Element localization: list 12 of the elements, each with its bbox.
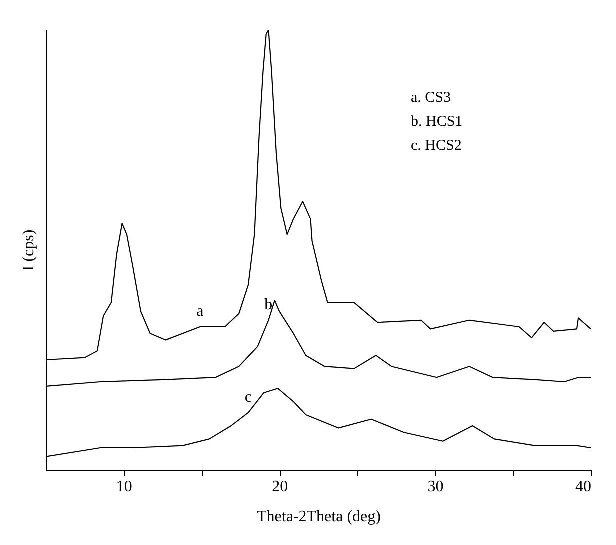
annotation: b. HCS1 (411, 114, 463, 130)
series-label: b (264, 296, 273, 314)
x-tick-label: 40 (576, 478, 592, 496)
x-tick-label: 10 (116, 478, 132, 496)
series-label: a (196, 303, 204, 320)
annotation: c. HCS2 (411, 138, 462, 154)
y-axis-title: I (cps) (20, 230, 38, 272)
x-axis-title: Theta-2Theta (deg) (257, 508, 381, 526)
series-label: c (244, 388, 252, 406)
annotation: a. CS3 (411, 90, 452, 106)
x-tick-label: 30 (428, 478, 444, 496)
x-tick-label: 20 (272, 478, 288, 496)
